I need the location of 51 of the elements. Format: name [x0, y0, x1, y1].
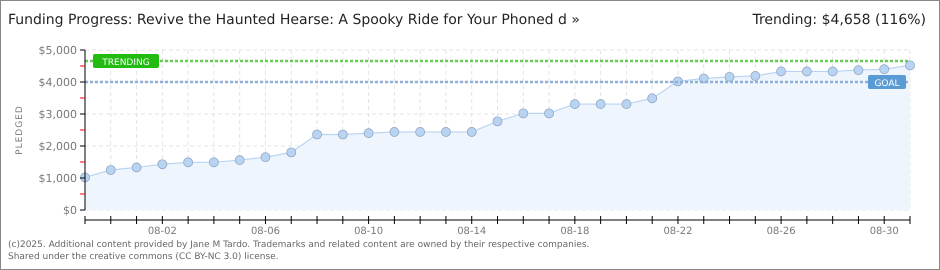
- point: [260, 152, 270, 162]
- point: [183, 157, 194, 168]
- x-tick-label: 08-22: [663, 226, 692, 237]
- point: [905, 60, 915, 70]
- y-tick-label: $3,000: [38, 108, 77, 121]
- point: [570, 99, 580, 109]
- point: [389, 127, 400, 137]
- chart-subtitle: Trending: $4,658 (116%): [751, 12, 926, 28]
- point: [312, 130, 322, 140]
- point: [209, 157, 219, 168]
- x-tick-label: 08-30: [870, 226, 899, 237]
- point: [234, 155, 245, 165]
- point: [828, 66, 838, 76]
- point: [724, 72, 734, 82]
- x-tick-label: 08-26: [766, 226, 796, 237]
- point: [492, 116, 502, 126]
- y-tick-label: $4,000: [38, 76, 77, 89]
- point: [879, 64, 890, 74]
- point: [415, 127, 426, 137]
- x-tick-label: 08-06: [250, 226, 280, 237]
- point: [157, 159, 168, 170]
- x-tick-label: 08-02: [148, 226, 177, 237]
- x-tick-label: 08-14: [457, 226, 486, 237]
- point: [286, 148, 296, 158]
- ref-line-label: GOAL: [874, 79, 900, 89]
- point: [518, 108, 528, 118]
- y-tick-label: $1,000: [38, 172, 77, 185]
- point: [776, 66, 786, 76]
- x-tick-label: 08-18: [560, 226, 590, 237]
- point: [854, 65, 864, 76]
- y-tick-label: $5,000: [38, 44, 77, 57]
- point: [622, 99, 632, 109]
- point: [338, 130, 348, 140]
- y-tick-label: $2,000: [38, 140, 77, 153]
- point: [441, 127, 451, 137]
- point: [647, 93, 658, 104]
- point: [132, 162, 142, 172]
- y-axis-title: PLEDGED: [15, 105, 25, 155]
- point: [596, 99, 606, 109]
- point: [802, 66, 812, 76]
- text: Shared under the creative commons (CC BY-NC 3.0) license.: [8, 252, 279, 262]
- point: [544, 108, 554, 118]
- point: [466, 127, 477, 137]
- point: [106, 165, 116, 175]
- chart-title: Funding Progress: Revive the Haunted Hearse: A Spooky Ride for Your Phoned d »: [8, 12, 580, 28]
- ref-line-label: TRENDING: [101, 58, 150, 68]
- text: (c)2025. Additional content provided by Jane M Tardo. Trademarks and related content are owned by their respective companies.: [8, 240, 590, 250]
- point: [364, 128, 374, 138]
- x-tick-label: 08-10: [354, 226, 384, 237]
- y-tick-label: $0: [63, 204, 77, 217]
- point: [750, 71, 760, 81]
